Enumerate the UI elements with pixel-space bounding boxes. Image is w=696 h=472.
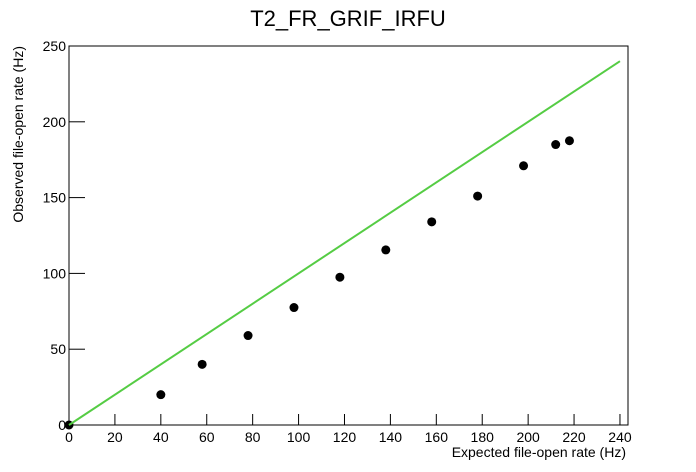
x-tick-label: 140	[379, 429, 403, 445]
x-tick-label: 80	[245, 429, 261, 445]
data-point	[335, 272, 345, 282]
data-point	[473, 191, 483, 201]
plot-frame	[68, 45, 629, 426]
x-tick-label: 180	[471, 429, 495, 445]
x-tick-label: 160	[425, 429, 449, 445]
y-axis-label: Observed file-open rate (Hz)	[10, 46, 26, 223]
x-tick-label: 120	[333, 429, 357, 445]
x-tick-label: 40	[153, 429, 169, 445]
data-point	[156, 390, 166, 400]
x-tick-label: 60	[199, 429, 215, 445]
x-axis-label: Expected file-open rate (Hz)	[452, 444, 626, 460]
data-point	[427, 217, 437, 227]
x-tick-label: 200	[516, 429, 540, 445]
data-point	[564, 136, 574, 146]
x-tick-label: 20	[107, 429, 123, 445]
y-tick-label: 200	[43, 114, 67, 130]
data-point	[243, 331, 253, 341]
reference-line	[68, 60, 621, 426]
data-point	[197, 359, 207, 369]
x-tick-label: 220	[562, 429, 586, 445]
y-tick-label: 150	[43, 190, 67, 206]
x-tick-label: 100	[287, 429, 311, 445]
data-point	[519, 161, 529, 171]
y-tick-label: 100	[43, 265, 67, 281]
data-point	[289, 303, 299, 313]
x-tick-label: 0	[65, 429, 73, 445]
y-tick-label: 0	[58, 417, 66, 433]
data-point	[551, 140, 561, 150]
data-point	[381, 245, 391, 255]
chart-title: T2_FR_GRIF_IRFU	[250, 6, 446, 31]
y-tick-label: 50	[50, 341, 66, 357]
x-tick-label: 240	[608, 429, 632, 445]
y-tick-label: 250	[43, 38, 67, 54]
